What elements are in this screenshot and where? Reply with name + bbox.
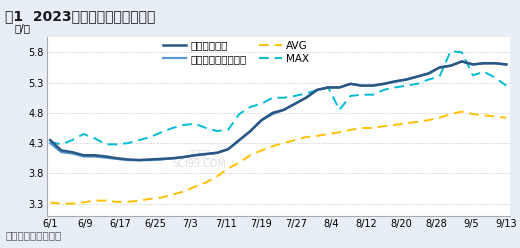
- Text: 图1  2023年江苏鸡蛋均价走势图: 图1 2023年江苏鸡蛋均价走势图: [5, 9, 155, 23]
- Text: 数据来源：卓创资讯: 数据来源：卓创资讯: [5, 231, 61, 241]
- Text: 元/斤: 元/斤: [15, 24, 30, 34]
- Legend: 江苏鸡蛋均价, 全国主产区鸡蛋均价, AVG, MAX: 江苏鸡蛋均价, 全国主产区鸡蛋均价, AVG, MAX: [163, 41, 309, 64]
- Text: 卓创资讯
SCI99.COM: 卓创资讯 SCI99.COM: [173, 148, 227, 169]
